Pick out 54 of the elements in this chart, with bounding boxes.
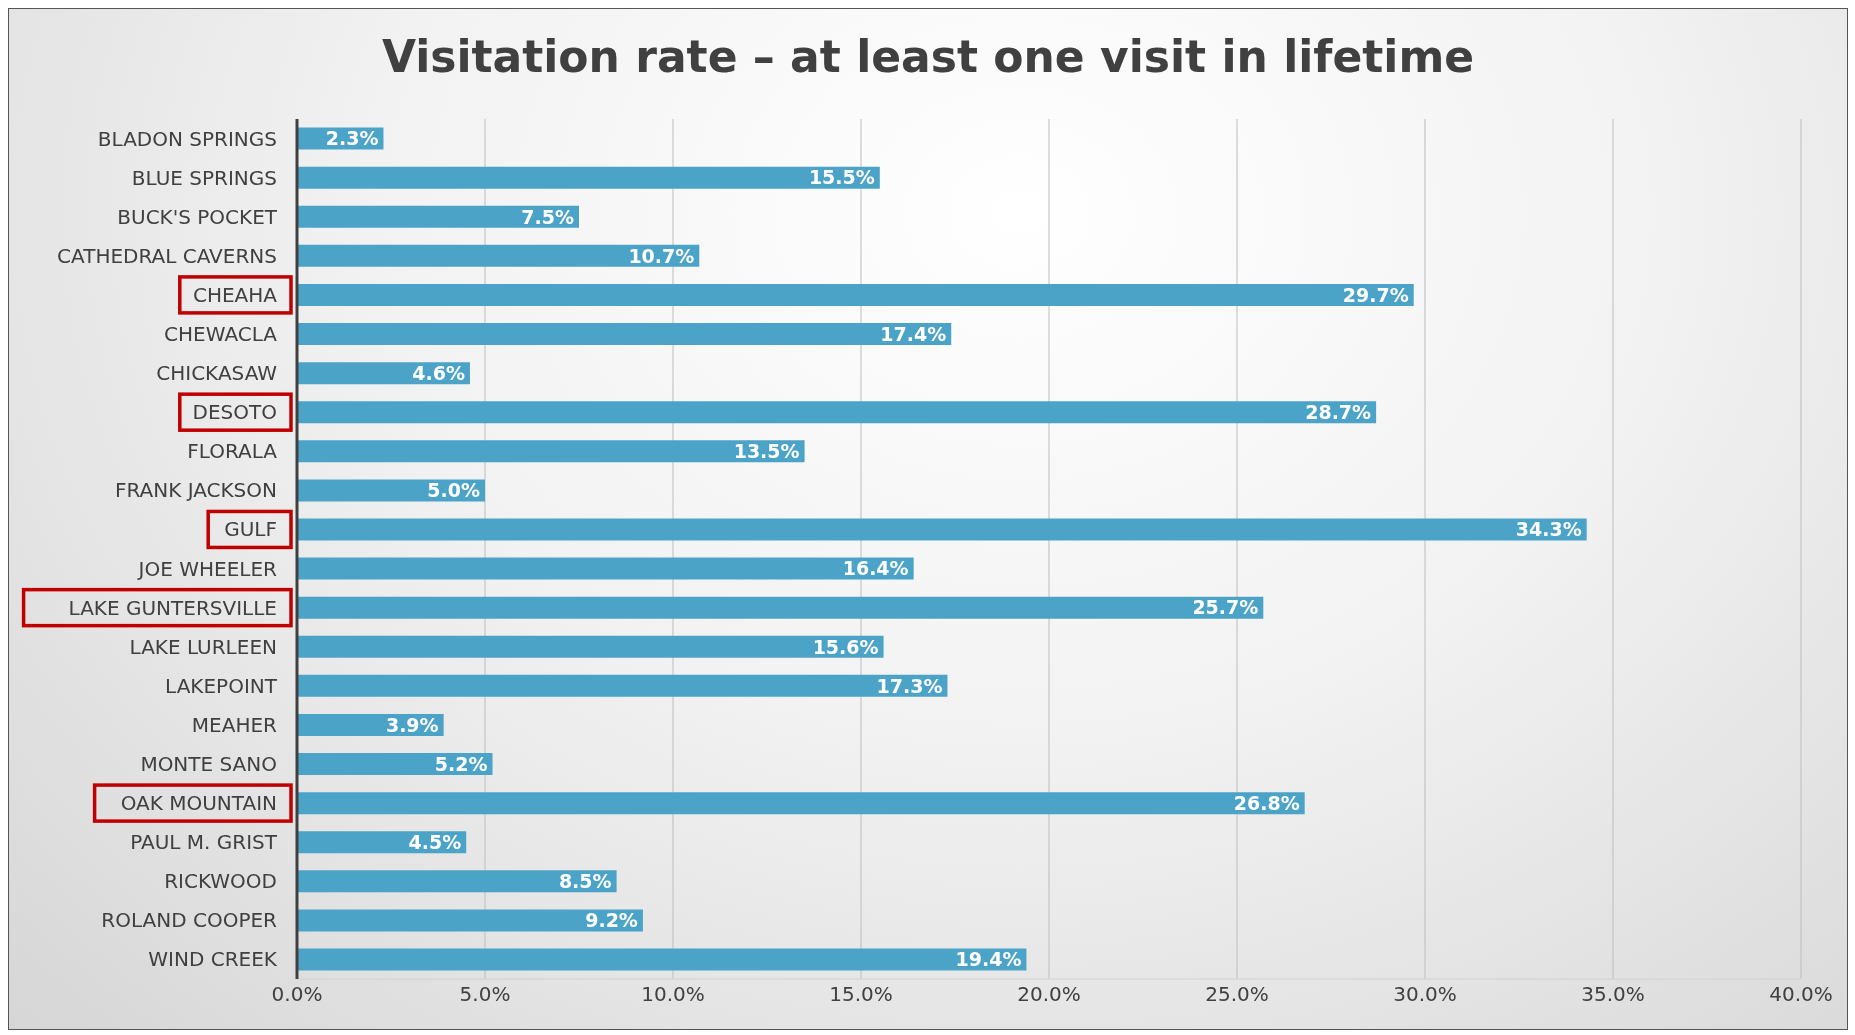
data-label: 15.5%	[808, 166, 875, 189]
y-tick-label: BUCK'S POCKET	[117, 204, 278, 229]
data-label: 13.5%	[733, 440, 800, 463]
data-label: 34.3%	[1515, 518, 1582, 541]
y-tick-label: FRANK JACKSON	[114, 478, 277, 503]
data-label: 17.3%	[876, 674, 943, 697]
data-label: 4.5%	[408, 830, 462, 853]
data-label: 2.3%	[325, 127, 379, 150]
data-label: 15.6%	[812, 635, 879, 658]
data-label: 9.2%	[585, 909, 638, 932]
x-tick-label: 40.0%	[1769, 982, 1833, 1007]
y-tick-label: WIND CREEK	[148, 947, 278, 972]
data-label: 16.4%	[842, 557, 909, 580]
x-tick-label: 30.0%	[1393, 982, 1457, 1007]
y-tick-label: ROLAND COOPER	[101, 908, 278, 933]
data-label: 8.5%	[558, 870, 612, 893]
y-tick-label: PAUL M. GRIST	[130, 830, 278, 855]
y-tick-label: FLORALA	[187, 439, 278, 464]
x-tick-label: 10.0%	[641, 982, 705, 1007]
y-tick-label: RICKWOOD	[164, 869, 277, 894]
y-tick-label: LAKE LURLEEN	[129, 634, 277, 659]
y-tick-label: LAKE GUNTERSVILLE	[68, 595, 277, 620]
data-label: 10.7%	[628, 244, 695, 267]
data-label: 7.5%	[521, 205, 574, 228]
data-label: 4.6%	[412, 361, 465, 384]
y-tick-label: CHEAHA	[192, 282, 278, 307]
data-label: 3.9%	[385, 713, 439, 736]
y-tick-label: MONTE SANO	[140, 752, 277, 776]
data-label: 28.7%	[1305, 400, 1372, 423]
y-tick-label: OAK MOUNTAIN	[120, 791, 277, 816]
y-tick-label: GULF	[224, 517, 277, 542]
chart-title: Visitation rate – at least one visit in lifetime	[380, 31, 1476, 82]
y-tick-label: CHICKASAW	[156, 361, 278, 386]
data-label: 26.8%	[1233, 791, 1300, 814]
y-tick-label: BLADON SPRINGS	[97, 126, 277, 151]
data-label: 29.7%	[1342, 283, 1409, 306]
y-tick-label: CHEWACLA	[164, 322, 278, 346]
data-label: 17.4%	[880, 322, 947, 345]
data-label: 19.4%	[955, 948, 1022, 971]
y-tick-label: MEAHER	[191, 712, 278, 737]
x-tick-label: 20.0%	[1017, 982, 1081, 1007]
data-label: 5.2%	[434, 752, 488, 775]
y-tick-label: LAKEPOINT	[165, 673, 278, 698]
data-label: 5.0%	[427, 479, 480, 502]
x-tick-label: 25.0%	[1205, 982, 1269, 1007]
x-tick-label: 0.0%	[271, 982, 323, 1007]
y-tick-label: DESOTO	[192, 400, 277, 425]
x-tick-label: 5.0%	[459, 982, 511, 1007]
y-tick-label: CATHEDRAL CAVERNS	[57, 243, 277, 268]
x-tick-label: 15.0%	[829, 982, 893, 1007]
data-label: 25.7%	[1192, 596, 1259, 619]
x-tick-label: 35.0%	[1581, 982, 1645, 1007]
y-tick-label: JOE WHEELER	[136, 556, 278, 581]
y-tick-label: BLUE SPRINGS	[131, 165, 277, 190]
